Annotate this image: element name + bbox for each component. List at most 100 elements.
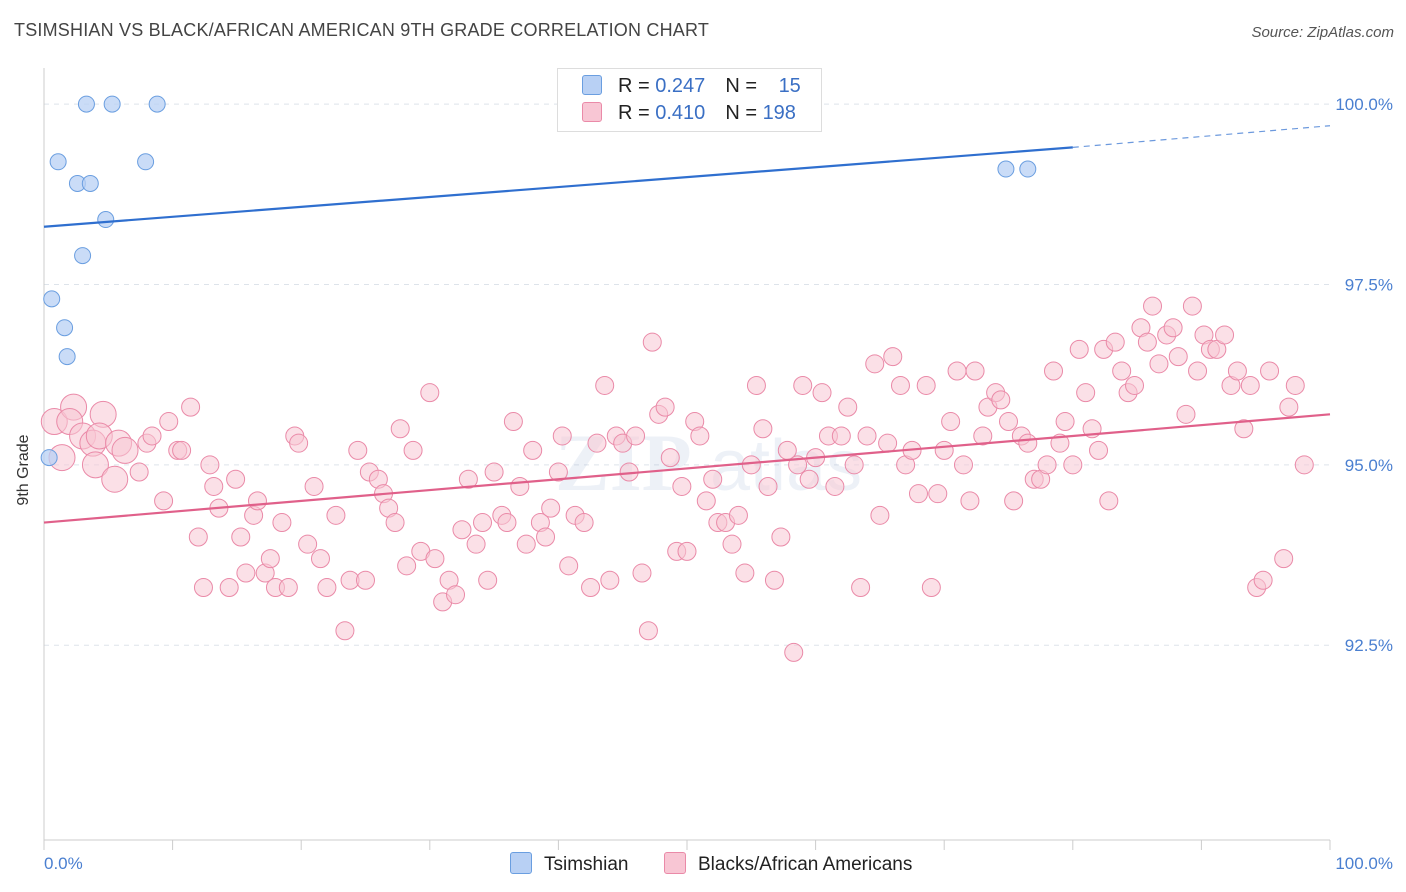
data-point-blacks (660, 448, 680, 468)
data-point-blacks (397, 556, 417, 576)
stats-legend: R = 0.247 N = 15 R = 0.410 N = 198 (557, 68, 822, 132)
data-point-blacks (672, 476, 692, 496)
data-point-blacks (991, 390, 1011, 410)
data-point-blacks (425, 549, 445, 569)
r-value: 0.247 (655, 75, 706, 97)
data-point-blacks (111, 436, 139, 464)
n-label: N = (725, 75, 763, 97)
data-point-blacks (784, 642, 804, 662)
data-point-tsimshian (1019, 160, 1037, 178)
data-point-blacks (231, 527, 251, 547)
data-point-blacks (317, 577, 337, 597)
data-point-blacks (722, 534, 742, 554)
data-point-blacks (193, 577, 213, 597)
data-point-blacks (289, 433, 309, 453)
tsimshian-swatch (510, 852, 532, 874)
data-point-blacks (523, 440, 543, 460)
data-point-blacks (304, 476, 324, 496)
data-point-blacks (516, 534, 536, 554)
data-point-blacks (878, 433, 898, 453)
data-point-blacks (703, 469, 723, 489)
blacks-swatch (582, 102, 602, 122)
data-point-blacks (690, 426, 710, 446)
data-point-blacks (541, 498, 561, 518)
data-point-blacks (741, 455, 761, 475)
data-point-blacks (200, 455, 220, 475)
data-point-blacks (348, 440, 368, 460)
data-point-blacks (870, 505, 890, 525)
y-tick-label: 92.5% (1345, 636, 1393, 655)
data-point-blacks (851, 577, 871, 597)
data-point-blacks (632, 563, 652, 583)
data-point-blacks (908, 484, 928, 504)
data-point-blacks (1176, 404, 1196, 424)
data-point-blacks (587, 433, 607, 453)
data-point-blacks (188, 527, 208, 547)
legend-item-tsimshian[interactable]: Tsimshian (510, 852, 628, 876)
data-point-blacks (865, 354, 885, 374)
data-point-blacks (497, 513, 517, 533)
data-point-blacks (965, 361, 985, 381)
data-point-blacks (764, 570, 784, 590)
data-point-blacks (1260, 361, 1280, 381)
tsimshian-swatch (582, 75, 602, 95)
data-point-blacks (999, 412, 1018, 432)
data-point-tsimshian (81, 174, 99, 192)
data-point-blacks (260, 549, 280, 569)
data-point-blacks (916, 375, 936, 395)
data-point-blacks (247, 491, 267, 511)
data-point-blacks (1018, 433, 1038, 453)
data-point-tsimshian (148, 95, 166, 113)
data-point-blacks (473, 513, 493, 533)
r-value: 0.410 (655, 102, 706, 124)
data-point-blacks (403, 440, 423, 460)
data-point-blacks (1063, 455, 1083, 475)
data-point-blacks (626, 426, 646, 446)
data-point-blacks (101, 465, 129, 493)
data-point-blacks (452, 520, 472, 540)
data-point-blacks (928, 484, 948, 504)
data-point-blacks (1089, 440, 1109, 460)
data-point-blacks (1105, 332, 1125, 352)
data-point-blacks (793, 375, 813, 395)
data-point-blacks (1069, 339, 1089, 359)
data-point-blacks (272, 513, 292, 533)
data-point-blacks (478, 570, 498, 590)
data-point-blacks (799, 469, 819, 489)
r-label: R = (618, 75, 656, 97)
data-point-blacks (838, 397, 858, 417)
x-tick-label: 0.0% (44, 854, 83, 873)
data-point-blacks (812, 383, 832, 403)
data-point-blacks (883, 347, 903, 367)
data-point-blacks (753, 419, 773, 439)
data-point-blacks (1215, 325, 1235, 345)
tick-labels: 92.5% 95.0% 97.5% 100.0% 0.0% 100.0% (44, 95, 1393, 873)
data-point-blacks (1234, 419, 1254, 439)
data-point-blacks (1253, 570, 1273, 590)
legend-item-blacks[interactable]: Blacks/African Americans (664, 852, 912, 876)
data-point-blacks (159, 412, 179, 432)
data-point-blacks (677, 541, 697, 561)
data-point-tsimshian (56, 319, 74, 337)
y-tick-label: 100.0% (1335, 95, 1393, 114)
data-point-blacks (466, 534, 486, 554)
data-point-blacks (226, 469, 246, 489)
data-point-blacks (559, 556, 579, 576)
data-point-tsimshian (43, 290, 61, 308)
series-legend: Tsimshian Blacks/African Americans (0, 852, 1406, 878)
x-tick-label: 100.0% (1335, 854, 1393, 873)
source-label: Source: ZipAtlas.com (1251, 24, 1394, 41)
data-point-blacks (831, 426, 851, 446)
data-point-blacks (953, 455, 973, 475)
data-point-blacks (960, 491, 980, 511)
n-label: N = (725, 102, 763, 124)
data-point-blacks (129, 462, 149, 482)
data-point-tsimshian (77, 95, 95, 113)
data-point-blacks (446, 585, 466, 605)
data-point-blacks (1240, 375, 1260, 395)
data-point-blacks (1279, 397, 1299, 417)
data-point-blacks (385, 513, 405, 533)
blacks-swatch (664, 852, 686, 874)
data-point-blacks (581, 577, 601, 597)
